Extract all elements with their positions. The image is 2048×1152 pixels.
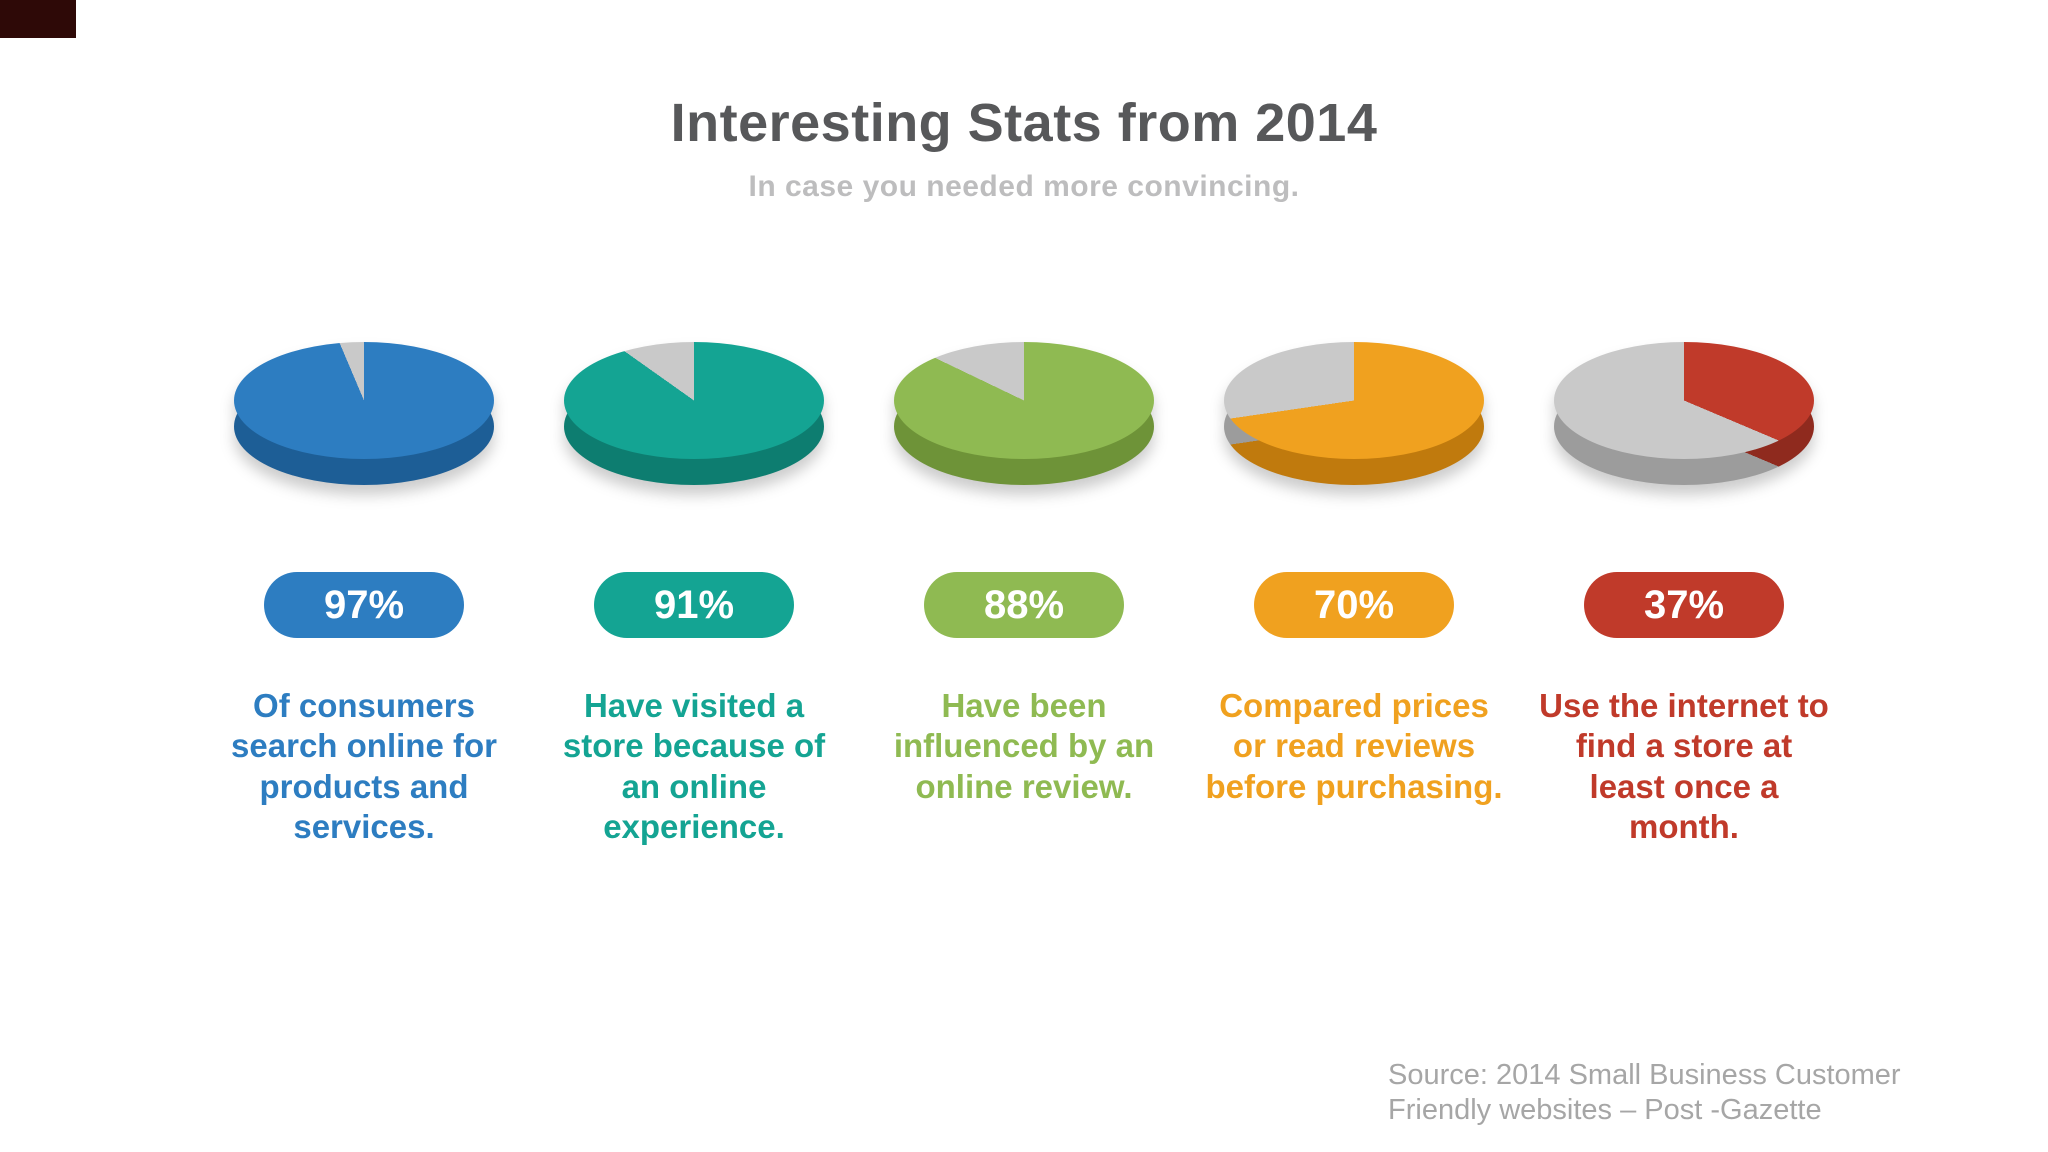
stat-column-88: 88% Have been influenced by an online re…: [859, 342, 1189, 847]
pie-chart-37: [1554, 342, 1814, 494]
stats-row: 97% Of consumers search online for produ…: [0, 342, 2048, 847]
source-attribution: Source: 2014 Small Business Customer Fri…: [1388, 1058, 1901, 1129]
stat-column-70: 70% Compared prices or read reviews befo…: [1189, 342, 1519, 847]
pie-slices: [1224, 342, 1484, 459]
source-line-2: Friendly websites – Post -Gazette: [1388, 1094, 1822, 1127]
percent-badge: 97%: [264, 572, 464, 638]
percent-label: 37%: [1643, 582, 1725, 627]
stat-column-37: 37% Use the internet to find a store at …: [1519, 342, 1849, 847]
pie-slices: [894, 342, 1154, 459]
pie-chart-88: [894, 342, 1154, 494]
percent-badge: 91%: [594, 572, 794, 638]
pie-slices: [1554, 342, 1814, 459]
pie-slices: [234, 342, 494, 459]
stat-description: Use the internet to find a store at leas…: [1539, 687, 1829, 845]
pie-chart-97: [234, 342, 494, 494]
percent-badge: 37%: [1584, 572, 1784, 638]
top-left-artifact: [0, 0, 76, 38]
pie-chart-70: [1224, 342, 1484, 494]
percent-label: 70%: [1313, 582, 1395, 627]
stat-description: Have been influenced by an online review…: [893, 687, 1155, 805]
percent-label: 97%: [323, 582, 405, 627]
pie-slices: [564, 342, 824, 459]
stat-column-97: 97% Of consumers search online for produ…: [199, 342, 529, 847]
percent-badge: 70%: [1254, 572, 1454, 638]
stat-description: Compared prices or read reviews before p…: [1205, 687, 1503, 805]
stat-description: Of consumers search online for products …: [231, 687, 497, 845]
page-title: Interesting Stats from 2014: [670, 93, 1378, 153]
percent-label: 88%: [983, 582, 1065, 627]
source-line-1: Source: 2014 Small Business Customer: [1388, 1059, 1901, 1091]
percent-label: 91%: [653, 582, 735, 627]
pie-chart-91: [564, 342, 824, 494]
stat-description: Have visited a store because of an onlin…: [562, 687, 826, 845]
page-subtitle: In case you needed more convincing.: [748, 170, 1300, 203]
header: Interesting Stats from 2014 In case you …: [0, 92, 2048, 204]
stat-column-91: 91% Have visited a store because of an o…: [529, 342, 859, 847]
percent-badge: 88%: [924, 572, 1124, 638]
